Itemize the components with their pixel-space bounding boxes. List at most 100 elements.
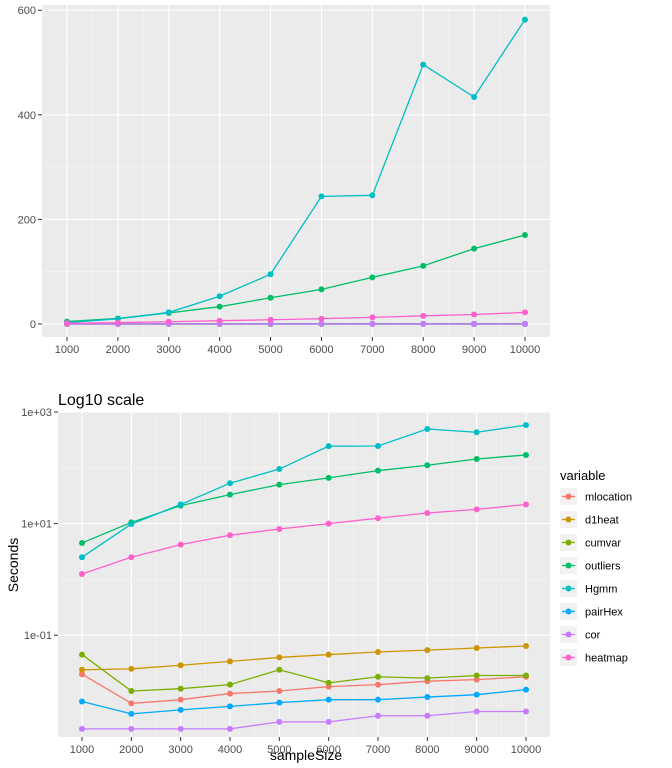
bottom-point-d1heat bbox=[424, 647, 431, 654]
bottom-plot-title: Log10 scale bbox=[58, 392, 144, 409]
bottom-point-heatmap bbox=[375, 515, 381, 522]
bottom-point-cumvar bbox=[473, 672, 480, 679]
top-point-Hgmm bbox=[522, 16, 528, 23]
top-point-heatmap bbox=[318, 315, 325, 322]
bottom-point-mlocation bbox=[227, 690, 233, 697]
top-x-tick-label: 3000 bbox=[157, 344, 181, 356]
bottom-point-cumvar bbox=[523, 672, 529, 679]
bottom-point-Hgmm bbox=[424, 425, 431, 432]
bottom-series-line-heatmap bbox=[81, 503, 527, 575]
top-point-Hgmm bbox=[471, 94, 478, 101]
bottom-point-mlocation bbox=[79, 671, 85, 678]
bottom-y-tick-label: 1e+01 bbox=[21, 519, 52, 531]
top-point-outliers bbox=[267, 294, 274, 301]
bottom-point-cumvar bbox=[177, 685, 184, 692]
top-x-tick-label: 7000 bbox=[360, 344, 384, 356]
top-series-line-Hgmm bbox=[66, 19, 526, 324]
x-axis-title: sampleSize bbox=[270, 747, 343, 763]
legend-title: variable bbox=[560, 468, 606, 483]
bottom-point-heatmap bbox=[79, 571, 85, 578]
bottom-point-heatmap bbox=[227, 532, 233, 539]
bottom-point-cor bbox=[375, 712, 381, 719]
bottom-point-Hgmm bbox=[276, 466, 283, 473]
legend-key-point-cumvar bbox=[565, 539, 572, 546]
top-point-heatmap bbox=[165, 318, 172, 325]
top-point-Hgmm bbox=[420, 61, 427, 68]
top-point-heatmap bbox=[216, 317, 223, 324]
bottom-point-outliers bbox=[325, 474, 332, 481]
bottom-point-pairHex bbox=[227, 703, 233, 710]
top-point-heatmap bbox=[420, 312, 427, 319]
bottom-series-line-pairHex bbox=[81, 688, 527, 715]
top-point-cor bbox=[471, 320, 478, 327]
bottom-point-Hgmm bbox=[375, 442, 381, 449]
top-x-tick-label: 10000 bbox=[510, 344, 541, 356]
bottom-point-heatmap bbox=[523, 501, 529, 508]
top-point-outliers bbox=[420, 262, 427, 269]
bottom-point-mlocation bbox=[473, 676, 480, 683]
top-point-outliers bbox=[369, 274, 376, 281]
bottom-point-cumvar bbox=[128, 688, 135, 695]
bottom-point-mlocation bbox=[177, 696, 184, 703]
bottom-point-mlocation bbox=[276, 688, 283, 695]
top-point-outliers bbox=[216, 303, 223, 310]
legend-label-cumvar: cumvar bbox=[585, 538, 621, 550]
bottom-y-tick-label: 1e+03 bbox=[21, 407, 52, 419]
bottom-point-cumvar bbox=[424, 675, 431, 682]
legend-label-heatmap: heatmap bbox=[585, 653, 628, 665]
bottom-point-cumvar bbox=[276, 666, 283, 673]
bottom-point-pairHex bbox=[375, 696, 381, 703]
top-point-cor bbox=[318, 320, 325, 327]
legend-key-point-mlocation bbox=[565, 493, 572, 500]
bottom-series-line-cumvar bbox=[81, 654, 526, 692]
bottom-point-d1heat bbox=[325, 651, 332, 658]
top-point-outliers bbox=[318, 286, 325, 293]
bottom-point-Hgmm bbox=[325, 443, 332, 450]
bottom-point-outliers bbox=[227, 491, 233, 498]
top-point-Hgmm bbox=[318, 193, 325, 200]
bottom-point-cumvar bbox=[227, 681, 233, 688]
top-x-tick-label: 4000 bbox=[207, 344, 231, 356]
legend-label-mlocation: mlocation bbox=[585, 492, 632, 504]
top-x-tick-label: 6000 bbox=[309, 344, 333, 356]
top-point-heatmap bbox=[471, 311, 478, 318]
top-point-outliers bbox=[471, 245, 478, 252]
bottom-point-d1heat bbox=[79, 666, 85, 673]
bottom-point-d1heat bbox=[128, 665, 135, 672]
bottom-log-panel: 1000 2000 3000 4000 5000 6000 7000 8000 9000 1000… bbox=[5, 392, 550, 763]
bottom-point-pairHex bbox=[177, 706, 184, 713]
bottom-point-outliers bbox=[523, 451, 529, 458]
legend-key-point-heatmap bbox=[565, 654, 572, 661]
bottom-point-outliers bbox=[375, 467, 381, 474]
bottom-point-pairHex bbox=[79, 698, 85, 705]
top-point-cor bbox=[522, 320, 528, 327]
bottom-x-tick-label: 2000 bbox=[119, 744, 143, 756]
bottom-point-pairHex bbox=[523, 686, 529, 693]
bottom-point-heatmap bbox=[177, 541, 184, 548]
top-point-cor bbox=[267, 320, 274, 327]
bottom-point-d1heat bbox=[276, 654, 283, 661]
bottom-point-heatmap bbox=[424, 509, 431, 516]
bottom-point-Hgmm bbox=[523, 422, 529, 429]
top-point-heatmap bbox=[522, 309, 528, 316]
bottom-point-Hgmm bbox=[79, 554, 85, 561]
legend-label-d1heat: d1heat bbox=[585, 515, 619, 527]
bottom-x-tick-label: 1000 bbox=[70, 744, 94, 756]
bottom-point-cor bbox=[523, 708, 529, 715]
bottom-point-heatmap bbox=[276, 526, 283, 533]
bottom-point-cumvar bbox=[375, 673, 381, 680]
bottom-x-tick-label: 7000 bbox=[366, 744, 390, 756]
bottom-point-cor bbox=[276, 718, 283, 725]
bottom-x-tick-label: 4000 bbox=[218, 744, 242, 756]
bottom-x-tick-label: 9000 bbox=[464, 744, 488, 756]
bottom-point-d1heat bbox=[227, 658, 233, 665]
legend-label-cor: cor bbox=[585, 630, 601, 642]
bottom-series-line-d1heat bbox=[81, 645, 527, 671]
bottom-point-cor bbox=[325, 718, 332, 725]
top-series-line-heatmap bbox=[66, 311, 526, 324]
bottom-point-Hgmm bbox=[473, 429, 480, 436]
legend-label-outliers: outliers bbox=[585, 561, 621, 573]
bottom-point-cor bbox=[227, 725, 233, 732]
top-point-Hgmm bbox=[369, 192, 376, 199]
